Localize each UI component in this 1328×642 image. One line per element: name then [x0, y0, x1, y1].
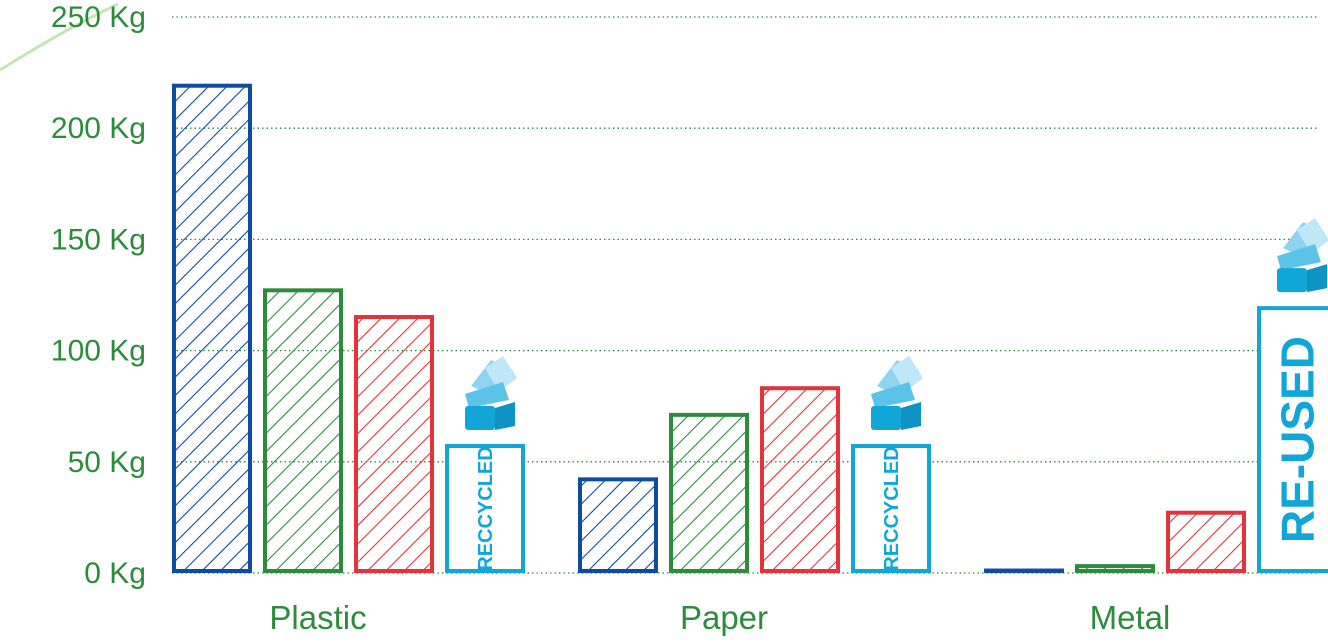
bar-label: RECCYCLED: [881, 446, 903, 570]
decorative-swoosh: [0, 2, 119, 72]
bar-paper-2: [760, 386, 840, 573]
bar-plastic-1: [263, 288, 343, 573]
bar-paper-0: [578, 477, 658, 574]
y-tick-label: 0 Kg: [84, 557, 146, 590]
bar-metal-3: [1257, 306, 1328, 573]
y-tick-label: 50 Kg: [68, 446, 146, 479]
bar-plastic-2: [354, 315, 434, 573]
bar-metal-0: [984, 568, 1064, 574]
y-tick-label: 250 Kg: [51, 1, 146, 34]
bar-metal-2: [1166, 510, 1246, 574]
x-axis: Plastic Paper Metal: [269, 599, 1170, 636]
bar-paper-1: [669, 412, 749, 574]
recycled-material-icon: [871, 356, 923, 431]
bars: RECCYCLED RECCYCLED RE-USED: [172, 83, 1328, 574]
category-label: Plastic: [269, 599, 366, 636]
bar-label: RECCYCLED: [475, 446, 497, 570]
recycled-material-icon: [1277, 218, 1328, 293]
bar-plastic-0: [172, 83, 252, 573]
y-tick-label: 150 Kg: [51, 223, 146, 256]
category-label: Metal: [1090, 599, 1171, 636]
bar-label: RE-USED: [1272, 336, 1324, 543]
recycled-material-icon: [465, 356, 517, 431]
bar-paper-3: [851, 444, 931, 573]
y-tick-label: 200 Kg: [51, 112, 146, 145]
y-axis: 0 Kg 50 Kg 100 Kg 150 Kg 200 Kg 250 Kg: [51, 1, 146, 590]
bar-metal-1: [1075, 564, 1155, 574]
category-label: Paper: [680, 599, 768, 636]
y-tick-label: 100 Kg: [51, 335, 146, 368]
bar-plastic-3: [445, 444, 525, 573]
